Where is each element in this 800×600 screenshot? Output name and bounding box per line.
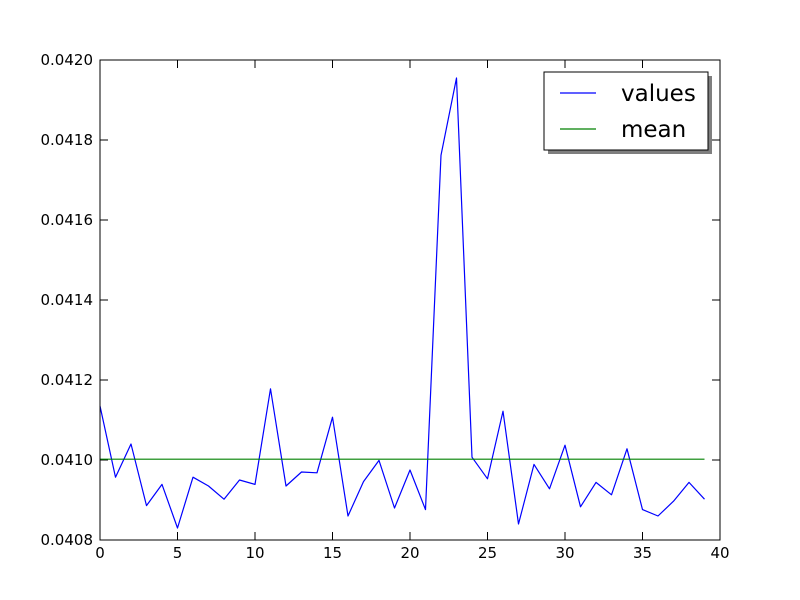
y-tick-label: 0.0416: [41, 211, 94, 229]
y-tick-label: 0.0412: [41, 371, 94, 389]
x-tick-label: 25: [478, 544, 497, 562]
x-tick-label: 15: [323, 544, 342, 562]
legend-label-mean: mean: [621, 117, 686, 143]
x-tick-label: 5: [173, 544, 183, 562]
y-tick-label: 0.0408: [41, 531, 94, 549]
x-tick-label: 40: [710, 544, 729, 562]
y-tick-label: 0.0418: [41, 131, 94, 149]
x-tick-label: 0: [95, 544, 105, 562]
plot-frame: [99, 59, 721, 541]
legend-box: [543, 71, 709, 151]
y-tick-label: 0.0420: [41, 51, 94, 69]
x-tick-label: 10: [245, 544, 264, 562]
series-values-line: [99, 77, 705, 529]
legend-label-values: values: [621, 81, 696, 107]
legend: values mean: [543, 71, 712, 154]
y-tick-label: 0.0410: [41, 451, 94, 469]
x-tick-label: 30: [555, 544, 574, 562]
y-tick-label: 0.0414: [41, 291, 94, 309]
x-tick-label: 35: [633, 544, 652, 562]
x-tick-label: 20: [400, 544, 419, 562]
axis-ticks: 0 5 10 15 20 25 30 35 40 0.0408 0.0410 0.0412 0.0414…: [41, 51, 730, 562]
plot-area: [99, 77, 705, 529]
